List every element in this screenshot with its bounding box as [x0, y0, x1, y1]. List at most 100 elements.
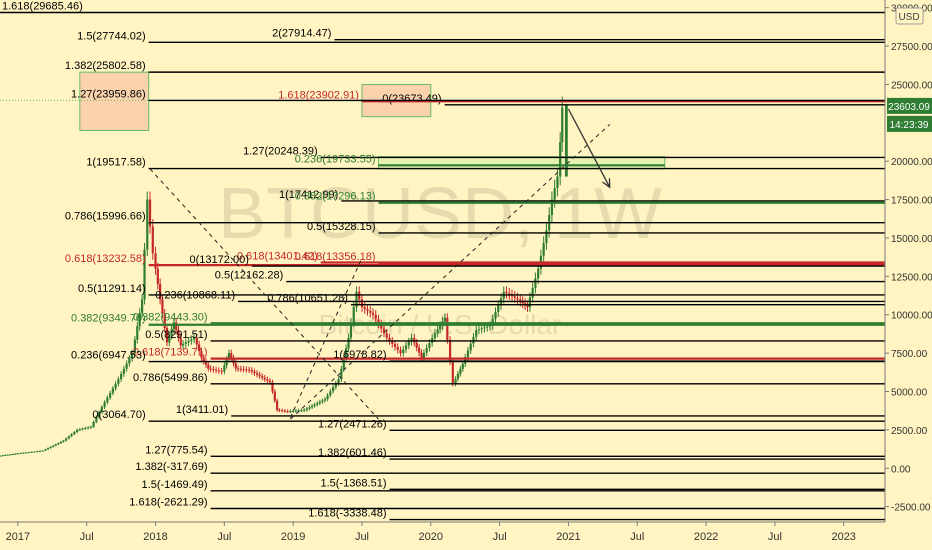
candle-body-80 — [207, 364, 210, 369]
y-tick-label-8: 7500.00 — [891, 349, 928, 360]
candle-body-147 — [382, 328, 386, 334]
candle-body-73 — [190, 339, 193, 341]
x-tick-label-8: 2021 — [556, 531, 580, 543]
candle-body-45 — [120, 373, 123, 380]
candle-body-116 — [300, 410, 303, 412]
candle-body-153 — [399, 350, 402, 354]
candle-body-39 — [103, 402, 106, 408]
candle-body-13 — [33, 451, 36, 453]
y-tick-label-2: 25000.00 — [891, 80, 932, 91]
candle-body-163 — [425, 347, 428, 353]
currency-label: USD — [898, 12, 919, 23]
fib-label-16: 0.618(13232.58) — [65, 253, 146, 265]
candle-body-77 — [200, 351, 203, 358]
candle-body-117 — [303, 409, 306, 411]
candle-body-42 — [111, 388, 114, 394]
candle-body-214 — [561, 107, 564, 143]
fib-label-10: 1(17412.99) — [279, 189, 338, 201]
candle-body-207 — [542, 243, 545, 256]
candle-body-5 — [11, 454, 14, 456]
candle-body-12 — [30, 451, 33, 453]
candle-body-32 — [84, 428, 87, 430]
candle-body-130 — [337, 379, 340, 384]
candle-body-70 — [181, 343, 185, 346]
candle-body-151 — [393, 343, 397, 347]
candle-body-36 — [95, 416, 98, 422]
candle-body-81 — [209, 368, 212, 370]
currency-badge[interactable]: USD — [895, 7, 924, 25]
candle-body-114 — [294, 410, 298, 412]
candle-body-59 — [156, 268, 159, 285]
current-price-marker: 23603.09 14:23:39 — [887, 97, 932, 132]
watermark-symbol: BTCUSD, 1W — [218, 174, 662, 254]
candle-body-174 — [454, 378, 457, 384]
y-tick-label-6: 12500.00 — [891, 272, 932, 283]
candle-body-71 — [184, 342, 187, 344]
y-tick-label-5: 15000.00 — [891, 234, 932, 245]
candle-body-157 — [410, 337, 413, 342]
candle-body-164 — [428, 342, 431, 348]
fib-label-23: 0.382(9349.70) — [71, 313, 146, 325]
candle-body-132 — [342, 358, 345, 369]
time-axis-background — [0, 522, 932, 550]
candle-body-112 — [289, 411, 292, 413]
candle-body-133 — [345, 348, 348, 359]
highlight-box-2 — [377, 156, 666, 170]
fib-label-38: 1.618(-3338.48) — [308, 508, 386, 520]
candle-body-83 — [214, 369, 218, 371]
candle-body-47 — [125, 363, 128, 369]
current-price-box — [887, 97, 932, 114]
candle-body-197 — [516, 297, 519, 300]
candle-body-30 — [78, 429, 81, 431]
fib-label-14: 0.618(13401.42) — [237, 251, 318, 263]
candle-body-97 — [250, 370, 253, 372]
price-axis[interactable]: 30000.0027500.0025000.0020000.0017500.00… — [884, 0, 932, 522]
candle-body-34 — [89, 426, 92, 428]
candle-body-160 — [418, 347, 421, 353]
fib-label-18: 0.5(12162.28) — [215, 270, 284, 282]
fib-label-4: 0(23673.49) — [382, 93, 441, 105]
candle-body-43 — [114, 383, 117, 389]
time-axis[interactable]: 2017 Jul 2018 Jul 2019 Jul 2020 Jul 2021 Jul 2022 J… — [0, 521, 932, 550]
candle-body-0 — [0, 455, 2, 457]
candle-body-146 — [380, 323, 383, 329]
candle-body-208 — [545, 230, 548, 244]
candle-body-190 — [497, 305, 500, 312]
countdown-box — [887, 115, 932, 132]
candle-body-89 — [230, 353, 233, 359]
candle-body-127 — [329, 391, 332, 396]
candle-body-10 — [25, 452, 28, 454]
candle-body-69 — [179, 337, 182, 346]
x-tick-label-1: Jul — [80, 531, 94, 543]
x-tick-label-4: 2019 — [281, 531, 305, 543]
fib-label-34: 1.382(-317.69) — [135, 461, 207, 473]
candle-body-2 — [4, 454, 7, 456]
candle-body-131 — [340, 368, 343, 380]
candle-body-37 — [97, 412, 101, 417]
candle-body-18 — [46, 448, 50, 450]
candle-body-122 — [316, 403, 319, 405]
candle-body-58 — [154, 253, 157, 269]
candle-body-193 — [505, 291, 508, 294]
candle-body-183 — [477, 329, 481, 331]
fib-label-20: 0.236(10868.11) — [155, 289, 235, 301]
candle-body-201 — [526, 305, 529, 308]
x-tick-label-9: Jul — [630, 531, 644, 543]
projection-arrow-shaft — [567, 108, 611, 188]
candle-body-173 — [451, 361, 454, 384]
fib-label-29: 1(3411.01) — [176, 404, 228, 416]
candle-body-26 — [67, 436, 70, 439]
trend-lines — [149, 108, 611, 420]
currency-badge-box — [895, 7, 924, 25]
fib-label-3: 1.382(25802.58) — [65, 60, 146, 72]
candle-body-205 — [537, 268, 540, 279]
x-tick-label-6: 2020 — [419, 531, 443, 543]
candle-body-148 — [385, 333, 388, 338]
fib-label-30: 0(3064.70) — [92, 409, 145, 421]
candle-body-95 — [245, 369, 248, 371]
candle-body-48 — [128, 358, 131, 364]
fib-label-7: 1.27(20248.39) — [243, 145, 318, 157]
candle-body-189 — [494, 311, 497, 319]
candle-body-184 — [480, 328, 483, 330]
